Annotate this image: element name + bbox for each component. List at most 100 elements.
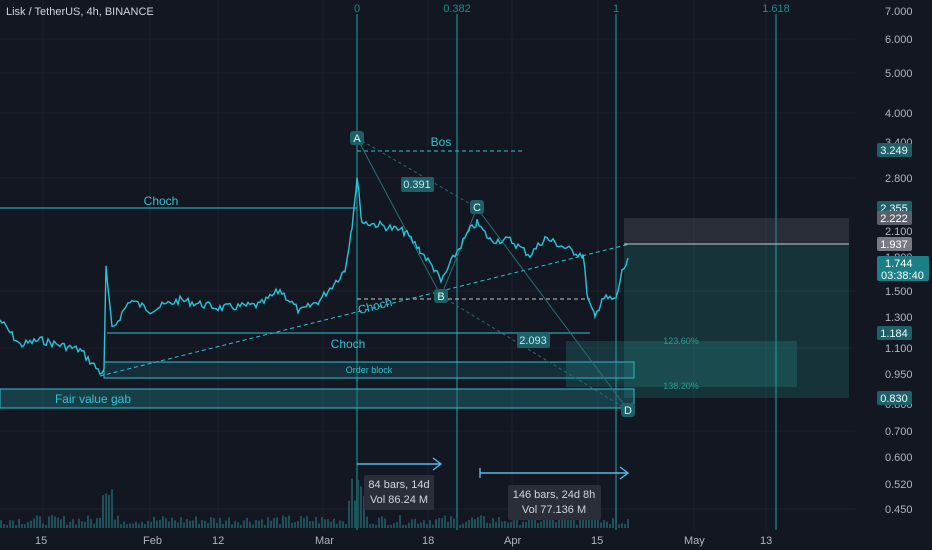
volume-bar	[456, 517, 458, 528]
fvg-label: Fair value gab	[55, 392, 131, 406]
fair-value-gap-zone[interactable]	[0, 388, 635, 409]
price-tag-tp-zone-text: 2.222	[880, 213, 908, 225]
price-series[interactable]	[0, 177, 629, 376]
volume-bar	[105, 493, 107, 528]
volume-bar	[549, 516, 551, 528]
volume-bar	[306, 516, 308, 528]
volume-bar	[21, 524, 23, 528]
point-a[interactable]: A	[350, 131, 364, 145]
volume-bar	[531, 515, 533, 528]
volume-bar	[282, 515, 284, 528]
volume-bar	[342, 521, 344, 528]
y-tick: 1.500	[885, 286, 913, 298]
target-zone-grey[interactable]	[624, 218, 849, 244]
volume-bar	[123, 521, 125, 528]
y-tick: 0.520	[885, 479, 913, 491]
x-tick: 12	[212, 535, 224, 547]
volume-bar	[264, 524, 266, 528]
volume-bar	[81, 521, 83, 528]
measure-2-bars: 146 bars, 24d 8h	[513, 489, 596, 501]
ratio-bc: 0.391	[403, 179, 431, 191]
abcd-pattern[interactable]	[356, 137, 629, 411]
volume-bar	[465, 521, 467, 528]
volume-bar	[300, 515, 302, 528]
volume-bar	[336, 524, 338, 528]
volume-bar	[255, 520, 257, 528]
volume-bar	[525, 521, 527, 528]
volume-bar	[573, 519, 575, 528]
volume-bar	[276, 517, 278, 528]
volume-bar	[411, 519, 413, 528]
fib-level-1618: 1.618	[762, 3, 790, 15]
point-d[interactable]: D	[621, 403, 635, 417]
volume-bar	[420, 522, 422, 528]
volume-bars	[0, 478, 629, 528]
volume-bar	[621, 523, 623, 528]
y-tick: 0.950	[885, 369, 913, 381]
point-c[interactable]: C	[470, 200, 484, 214]
price-tag-fvg: 0.830	[877, 391, 912, 405]
volume-bar	[438, 517, 440, 528]
volume-bar	[222, 523, 224, 528]
volume-bar	[489, 523, 491, 528]
x-tick: 13	[760, 535, 772, 547]
fib-time-lines[interactable]	[356, 14, 777, 530]
volume-bar	[69, 521, 71, 528]
volume-bar	[624, 524, 626, 528]
trendline-dashed[interactable]	[99, 243, 631, 377]
volume-bar	[270, 520, 272, 528]
volume-bar	[117, 515, 119, 528]
point-b[interactable]: B	[434, 289, 448, 303]
price-tag-last-close: 1.937	[877, 237, 912, 251]
volume-bar	[15, 524, 17, 528]
volume-bar	[477, 517, 479, 528]
volume-bar	[363, 496, 365, 528]
volume-bar	[183, 522, 185, 528]
abcd-diagonal-2[interactable]	[440, 295, 629, 411]
volume-bar	[153, 516, 155, 528]
volume-bar	[543, 517, 545, 528]
volume-bar	[327, 519, 329, 528]
y-tick: 7.000	[885, 6, 913, 18]
price-tag-last-close-text: 1.937	[880, 239, 908, 251]
measure-arrow-1[interactable]	[357, 457, 443, 471]
measure-2-vol: Vol 77.136 M	[522, 504, 586, 516]
volume-bar	[24, 524, 26, 528]
structure-lines[interactable]	[0, 207, 590, 334]
volume-bar	[432, 524, 434, 528]
abcd-diagonal[interactable]	[356, 137, 478, 209]
volume-bar	[462, 523, 464, 528]
y-tick: 0.600	[885, 452, 913, 464]
volume-bar	[303, 518, 305, 528]
volume-bar	[129, 523, 131, 528]
volume-bar	[402, 524, 404, 528]
volume-bar	[297, 521, 299, 528]
ratio-cd: 2.093	[519, 335, 547, 347]
volume-bar	[225, 520, 227, 528]
y-tick: 1.100	[885, 343, 913, 355]
volume-bar	[510, 521, 512, 528]
volume-bar	[108, 494, 110, 528]
volume-bar	[426, 524, 428, 528]
volume-bar	[165, 518, 167, 528]
measure-1-bars: 84 bars, 14d	[368, 479, 429, 491]
volume-bar	[384, 518, 386, 528]
measure-arrow-2[interactable]	[479, 466, 630, 480]
volume-bar	[627, 519, 629, 528]
volume-bar	[483, 516, 485, 528]
volume-bar	[57, 517, 59, 528]
volume-bar	[258, 520, 260, 528]
volume-bar	[120, 524, 122, 528]
time-axis[interactable]: 15 Feb 12 Mar 18 Apr 15 May 13	[0, 530, 932, 550]
volume-bar	[54, 516, 56, 528]
x-tick: Mar	[315, 535, 334, 547]
volume-bar	[381, 516, 383, 528]
volume-bar	[351, 478, 353, 528]
volume-bar	[459, 524, 461, 528]
volume-bar	[189, 520, 191, 528]
target-zone-teal[interactable]	[624, 244, 849, 398]
volume-bar	[609, 523, 611, 528]
volume-bar	[552, 519, 554, 528]
volume-bar	[591, 514, 593, 528]
